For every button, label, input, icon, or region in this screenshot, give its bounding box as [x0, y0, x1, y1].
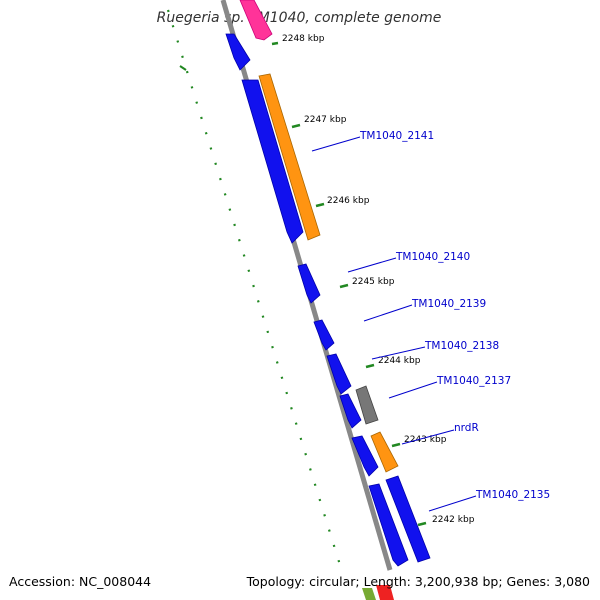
ruler-tick — [315, 202, 325, 208]
ruler-tick-label: 2248 kbp — [282, 34, 325, 44]
gene-label-leader — [371, 346, 426, 360]
gene-label-leader — [388, 381, 438, 399]
gene-arrow-edge-red — [376, 585, 394, 600]
gene-label-leader — [347, 257, 397, 273]
ruler-tick — [339, 283, 349, 289]
gene-arrow-tm1040-2141[interactable] — [241, 79, 304, 244]
gene-arrow-tm1040-2135[interactable] — [368, 483, 409, 567]
gene-label-leader — [401, 429, 455, 445]
gene-label[interactable]: nrdR — [454, 422, 479, 434]
gene-arrow-forward-pink[interactable] — [239, 0, 273, 41]
gene-label[interactable]: TM1040_2139 — [411, 298, 486, 310]
gc-content-track — [166, 9, 342, 566]
gene-arrow-edge-green — [362, 588, 376, 600]
gene-arrow-tm1040-2137[interactable] — [355, 385, 379, 425]
gene-arrow-tm1040-2139[interactable] — [313, 319, 335, 351]
gene-label[interactable]: TM1040_2140 — [395, 251, 470, 263]
gc-track-tick — [179, 65, 187, 71]
ruler-tick-label: 2243 kbp — [404, 435, 447, 445]
ruler-tick-label: 2247 kbp — [304, 115, 347, 125]
gene-label-leader — [311, 136, 361, 152]
ruler-tick — [391, 442, 401, 448]
gene-label[interactable]: TM1040_2138 — [424, 340, 499, 352]
gene-arrow-forward-orange[interactable] — [258, 73, 321, 241]
topology-text: Topology: circular; Length: 3,200,938 bp… — [246, 574, 590, 589]
gene-label-leader — [363, 304, 413, 322]
gene-arrow-forward-blue[interactable] — [385, 475, 431, 563]
gene-label[interactable]: TM1040_2141 — [359, 130, 434, 142]
gene-arrow-tm1040-2138[interactable] — [326, 353, 352, 395]
ruler-tick — [271, 41, 279, 46]
gene-label-leader — [428, 495, 477, 512]
gene-arrow-nrdr[interactable] — [370, 431, 399, 473]
map-title: Ruegeria sp. TM1040, complete genome — [157, 10, 442, 26]
gene-label[interactable]: TM1040_2137 — [436, 375, 511, 387]
accession-text: Accession: NC_008044 — [9, 574, 151, 589]
ruler-tick — [365, 363, 375, 369]
ruler-tick — [417, 521, 427, 527]
gene-arrow-reverse[interactable] — [339, 393, 362, 429]
ruler-tick — [291, 123, 301, 129]
ruler-tick-label: 2246 kbp — [327, 196, 370, 206]
ruler-tick-label: 2244 kbp — [378, 356, 421, 366]
gene-arrow-reverse[interactable] — [351, 435, 379, 477]
gene-arrow-reverse[interactable] — [225, 33, 251, 71]
gene-arrow-tm1040-2140[interactable] — [297, 263, 321, 304]
gene-label[interactable]: TM1040_2135 — [475, 489, 550, 501]
ruler-tick-label: 2242 kbp — [432, 515, 475, 525]
ruler-tick-label: 2245 kbp — [352, 277, 395, 287]
